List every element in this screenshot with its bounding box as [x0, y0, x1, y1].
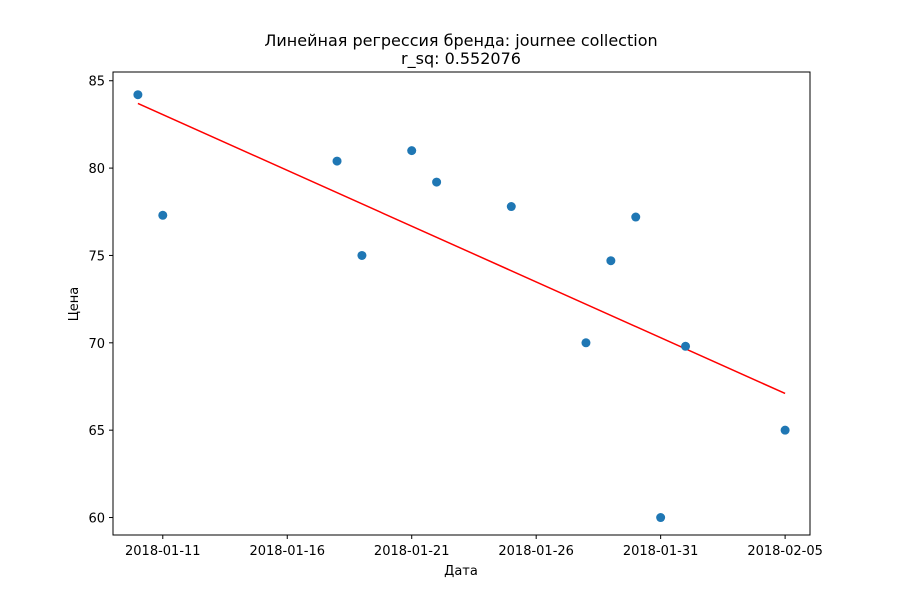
- y-tick-label: 65: [88, 424, 105, 439]
- data-point: [631, 212, 641, 222]
- data-point: [581, 338, 591, 348]
- data-point: [681, 341, 691, 351]
- x-tick-label: 2018-01-16: [249, 544, 325, 559]
- x-tick-label: 2018-02-05: [747, 544, 823, 559]
- y-axis-ticks: 60 65 70 75 80 85: [88, 75, 113, 527]
- data-point: [506, 202, 516, 212]
- data-point: [357, 250, 367, 260]
- data-point: [332, 156, 342, 166]
- data-point: [606, 256, 616, 266]
- y-axis-label: Цена: [67, 287, 82, 322]
- data-point: [407, 146, 417, 156]
- data-point: [780, 425, 790, 435]
- x-tick-label: 2018-01-31: [623, 544, 699, 559]
- y-tick-label: 80: [88, 162, 105, 177]
- data-point: [432, 177, 442, 187]
- data-point: [133, 90, 143, 100]
- x-tick-label: 2018-01-26: [498, 544, 574, 559]
- plot-frame: [112, 71, 811, 536]
- data-point: [656, 513, 666, 523]
- x-tick-label: 2018-01-11: [125, 544, 201, 559]
- regression-line-group: [137, 102, 786, 395]
- x-tick-label: 2018-01-21: [374, 544, 450, 559]
- y-tick-label: 60: [88, 512, 105, 527]
- chart-title: Линейная регрессия бренда: journee colle…: [264, 31, 657, 50]
- chart-subtitle: r_sq: 0.552076: [401, 49, 521, 69]
- y-tick-label: 70: [88, 337, 105, 352]
- regression-line: [137, 102, 786, 395]
- x-axis-ticks: 2018-01-11 2018-01-16 2018-01-21 2018-01-26…: [125, 535, 823, 559]
- data-points: [133, 90, 790, 523]
- y-tick-label: 85: [88, 75, 105, 90]
- y-tick-label: 75: [88, 249, 105, 264]
- data-point: [158, 210, 168, 220]
- x-axis-label: Дата: [444, 564, 478, 579]
